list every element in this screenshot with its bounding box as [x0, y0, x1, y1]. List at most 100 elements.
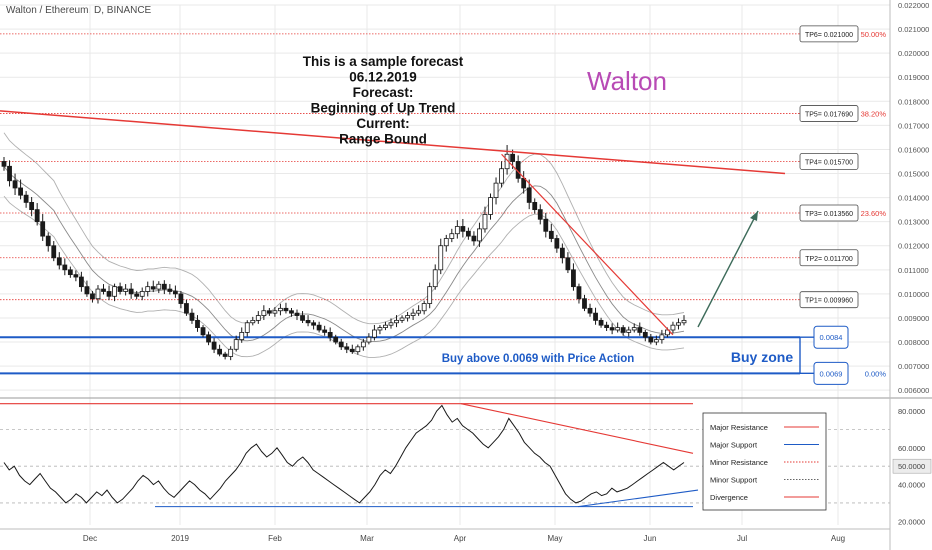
price-tick: 0.021000	[898, 25, 929, 34]
candle	[283, 307, 289, 312]
candle	[327, 332, 333, 338]
candle	[261, 310, 267, 316]
candle	[626, 329, 632, 333]
candle	[460, 226, 466, 232]
candle	[609, 327, 615, 331]
price-tick: 0.014000	[898, 194, 929, 203]
candle	[139, 291, 145, 297]
candle	[23, 194, 29, 203]
candle	[338, 341, 344, 348]
candle	[416, 310, 422, 314]
legend-label: Divergence	[710, 493, 748, 502]
candle	[294, 312, 300, 316]
candle	[488, 197, 493, 215]
candle	[432, 269, 438, 288]
candle	[228, 348, 234, 357]
candle	[311, 322, 316, 326]
candle	[637, 327, 643, 333]
brand-title: Walton	[587, 66, 667, 96]
candle	[620, 327, 626, 333]
candle	[195, 319, 200, 328]
price-tick: 0.015000	[898, 170, 929, 179]
rsi-value-badge	[892, 458, 932, 474]
candle	[178, 293, 184, 304]
target-label: TP2= 0.011700	[805, 256, 853, 263]
target-box	[799, 204, 859, 222]
fib-label: 0.00%	[865, 369, 887, 378]
candle	[40, 221, 46, 237]
candle	[543, 218, 549, 232]
candle	[559, 247, 565, 259]
candle	[34, 209, 40, 223]
legend: Major Resistance Major Support Minor Resis…	[702, 412, 827, 511]
target-label: TP4= 0.015700	[805, 159, 853, 166]
time-tick: Aug	[831, 534, 845, 543]
candle	[200, 327, 206, 336]
target-label: TP3= 0.013560	[805, 211, 853, 218]
candle	[322, 329, 328, 333]
candle	[272, 310, 278, 314]
forecast-arrow-head	[750, 211, 758, 221]
chart-title: Walton / Ethereum, D, BINANCE	[6, 5, 152, 16]
time-tick: 2019	[171, 534, 189, 543]
candle	[565, 257, 571, 271]
rsi-tick: 40.0000	[898, 481, 925, 490]
candle	[394, 319, 399, 324]
rsi-tick: 50.0000	[898, 462, 925, 471]
rsi-tick: 80.0000	[898, 407, 925, 416]
candle	[106, 291, 112, 297]
buy-above-text: Buy above 0.0069 with Price Action	[442, 353, 635, 365]
candle	[123, 288, 129, 292]
candle	[366, 336, 372, 343]
candle	[493, 182, 499, 198]
candle	[449, 233, 455, 239]
price-tick: 0.012000	[898, 242, 929, 251]
price-tick: 0.018000	[898, 97, 929, 106]
rsi-line	[3, 404, 685, 504]
candle	[405, 315, 410, 319]
price-tick: 0.010000	[898, 290, 929, 299]
candle	[410, 312, 416, 316]
price-tick: 0.007000	[898, 362, 929, 371]
candle	[665, 329, 670, 336]
candle	[189, 312, 195, 321]
candle	[289, 310, 294, 314]
candle	[477, 228, 482, 242]
candle	[250, 319, 256, 324]
candle	[443, 238, 449, 247]
candle	[571, 269, 576, 288]
candle	[349, 348, 355, 353]
legend-label: Major Support	[710, 441, 758, 450]
candle	[648, 336, 654, 343]
price-tick: 0.006000	[898, 386, 929, 395]
time-tick: Feb	[268, 534, 282, 543]
candle	[278, 307, 283, 312]
candle	[554, 238, 560, 249]
candle	[372, 329, 377, 338]
candle	[51, 245, 57, 259]
time-tick: May	[547, 534, 562, 543]
candles	[1, 145, 687, 361]
candle	[95, 288, 101, 300]
candle	[67, 269, 73, 276]
candle	[45, 235, 51, 247]
rsi-divergence-resistance	[460, 403, 694, 454]
candle	[305, 319, 311, 324]
target-box	[799, 105, 859, 122]
candle	[604, 324, 610, 328]
target-label: TP6= 0.021000	[805, 32, 853, 39]
time-tick: Jul	[737, 534, 747, 543]
forecast-line: Range Bound	[339, 132, 427, 147]
candle	[377, 327, 383, 331]
forecast-line: Forecast:	[353, 85, 414, 100]
candle	[117, 286, 123, 292]
candle	[631, 327, 637, 331]
candle	[499, 168, 504, 184]
price-tick: 0.008000	[898, 338, 929, 347]
candle	[598, 319, 604, 326]
forecast-arrow-line	[697, 210, 759, 328]
candle	[90, 293, 95, 300]
candle	[112, 286, 117, 297]
